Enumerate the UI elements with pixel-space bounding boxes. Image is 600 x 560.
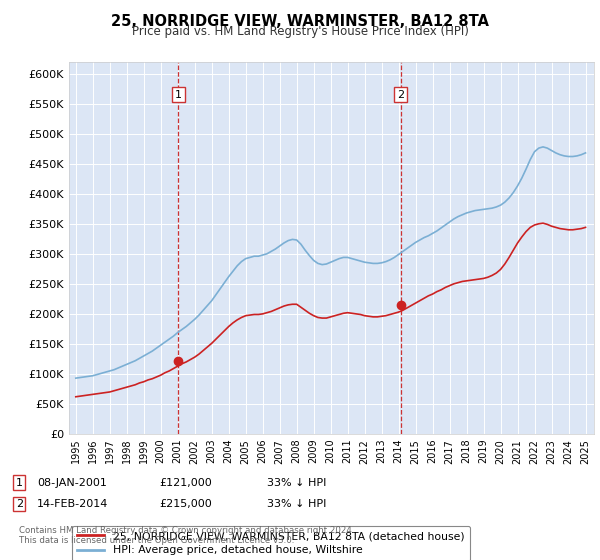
Text: 33% ↓ HPI: 33% ↓ HPI: [267, 478, 326, 488]
Text: Price paid vs. HM Land Registry's House Price Index (HPI): Price paid vs. HM Land Registry's House …: [131, 25, 469, 38]
Text: 08-JAN-2001: 08-JAN-2001: [37, 478, 107, 488]
Text: 2: 2: [16, 499, 23, 509]
Legend: 25, NORRIDGE VIEW, WARMINSTER, BA12 8TA (detached house), HPI: Average price, de: 25, NORRIDGE VIEW, WARMINSTER, BA12 8TA …: [72, 526, 470, 560]
Text: 1: 1: [16, 478, 23, 488]
Text: This data is licensed under the Open Government Licence v3.0.: This data is licensed under the Open Gov…: [19, 536, 295, 545]
Text: £215,000: £215,000: [159, 499, 212, 509]
Text: 14-FEB-2014: 14-FEB-2014: [37, 499, 109, 509]
Text: Contains HM Land Registry data © Crown copyright and database right 2024.: Contains HM Land Registry data © Crown c…: [19, 526, 355, 535]
Text: 33% ↓ HPI: 33% ↓ HPI: [267, 499, 326, 509]
Text: 25, NORRIDGE VIEW, WARMINSTER, BA12 8TA: 25, NORRIDGE VIEW, WARMINSTER, BA12 8TA: [111, 14, 489, 29]
Text: 1: 1: [175, 90, 182, 100]
Text: 2: 2: [397, 90, 404, 100]
Text: £121,000: £121,000: [159, 478, 212, 488]
